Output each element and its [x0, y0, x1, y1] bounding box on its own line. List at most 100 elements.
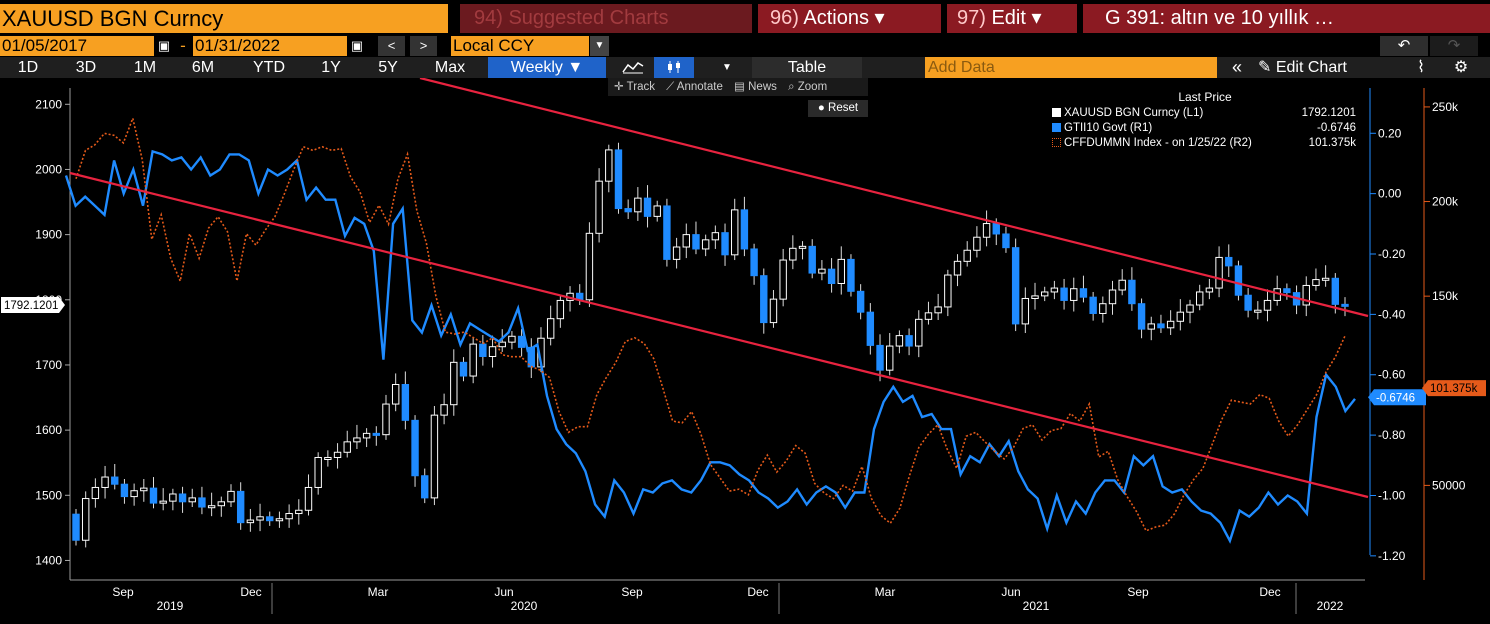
cftc-last-tag: 101.375k — [1422, 380, 1486, 397]
candle-down — [692, 234, 700, 250]
candle-up — [1263, 299, 1272, 311]
candle-up — [944, 274, 952, 308]
calendar-icon[interactable]: ▣ — [350, 38, 364, 53]
candle-up — [1302, 284, 1310, 306]
x-month-label: Jun — [494, 585, 513, 599]
cftc-series-line — [75, 115, 1346, 532]
x-month-label: Sep — [1127, 585, 1149, 599]
line-chart-icon[interactable] — [616, 57, 650, 78]
cftc-last-tag-text: 101.375k — [1430, 383, 1478, 395]
candle-down — [266, 516, 274, 522]
chevron-down-icon[interactable]: ▼ — [590, 36, 609, 56]
candle-up — [508, 335, 516, 343]
news-icon[interactable]: ▤ — [734, 81, 745, 93]
chart-type-dropdown-icon[interactable]: ▼ — [722, 62, 732, 73]
candle-up — [953, 260, 962, 276]
next-period-button[interactable]: > — [410, 36, 437, 56]
candle-down — [479, 343, 487, 357]
period-ytd[interactable]: YTD — [253, 59, 285, 76]
candle-up — [353, 437, 361, 443]
left-tick-label: 1500 — [35, 488, 62, 502]
period-1d[interactable]: 1D — [17, 59, 39, 76]
legend-row-cftc[interactable]: CFFDUMMN Index - on 1/25/22 (R2) 101.375k — [1052, 136, 1358, 151]
redo-icon[interactable]: ↷ — [1430, 36, 1478, 56]
upper-trendline[interactable] — [419, 78, 1369, 318]
period-3d[interactable]: 3D — [75, 59, 97, 76]
price-chart[interactable]: 14001500160017001800190020002100 0.200.0… — [0, 78, 1490, 624]
legend-value: 1792.1201 — [1301, 107, 1356, 119]
candle-down — [614, 149, 623, 210]
candle-down — [1157, 323, 1165, 329]
candle-up — [556, 299, 565, 320]
period-6m[interactable]: 6M — [191, 59, 215, 76]
gear-icon[interactable]: ⚙ — [1453, 59, 1469, 76]
yield-last-tag: -0.6746 — [1368, 389, 1426, 406]
candle-down — [721, 232, 729, 256]
actions-menu[interactable]: 96) Actions ▾ — [758, 4, 941, 33]
candle-down — [236, 490, 245, 524]
edit-chart-label: Edit Chart — [1275, 59, 1347, 76]
candle-up — [1254, 309, 1262, 313]
reset-icon: ● — [817, 102, 825, 114]
candle-up — [963, 249, 971, 262]
annotate-button[interactable]: Annotate — [676, 81, 723, 93]
candle-down — [198, 497, 206, 508]
reset-button[interactable]: ● Reset — [808, 100, 868, 117]
crosshair-icon[interactable]: ✛ — [614, 81, 624, 93]
legend-label: CFFDUMMN Index - on 1/25/22 (R2) — [1064, 137, 1252, 149]
security-text: XAUUSD BGN Curncy — [2, 6, 224, 31]
candlestick-icon[interactable] — [654, 57, 694, 78]
candle-up — [1176, 311, 1185, 322]
chart-title[interactable]: G 391: altın ve 10 yıllık … — [1083, 4, 1490, 33]
legend-row-yield[interactable]: GTII10 Govt (R1) -0.6746 — [1052, 121, 1358, 136]
suggested-charts-button[interactable]: 94) Suggested Charts — [460, 4, 752, 33]
table-button[interactable]: Table — [752, 57, 862, 78]
right1-tick-label: -1.20 — [1378, 549, 1406, 563]
candle-up — [227, 490, 235, 503]
left-tick-label: 2100 — [35, 97, 62, 111]
candle-up — [1321, 277, 1330, 281]
legend-row-gold[interactable]: XAUUSD BGN Curncy (L1) 1792.1201 — [1052, 106, 1358, 121]
track-button[interactable]: Track — [626, 81, 655, 93]
prev-period-button[interactable]: < — [378, 36, 405, 56]
news-button[interactable]: News — [748, 81, 777, 93]
candle-down — [1128, 279, 1136, 305]
period-5y[interactable]: 5Y — [378, 59, 398, 76]
add-data-input[interactable]: Add Data — [925, 57, 1217, 78]
period-1m[interactable]: 1M — [133, 59, 157, 76]
currency-text: Local CCY — [453, 36, 535, 55]
zoom-icon[interactable]: ⌕ — [788, 81, 795, 93]
gold-swatch — [1052, 108, 1061, 117]
left-tick-label: 1600 — [35, 423, 62, 437]
annotate-icon[interactable]: ⟋ — [666, 81, 675, 93]
start-date-field[interactable]: 01/05/2017 — [0, 36, 154, 56]
right2-tick-label: 200k — [1432, 195, 1459, 209]
frequency-select[interactable]: Weekly ▼ — [488, 57, 606, 78]
currency-select[interactable]: Local CCY — [451, 36, 589, 56]
right1-tick-label: 0.00 — [1378, 187, 1402, 201]
candle-up — [1147, 323, 1155, 330]
collapse-icon[interactable]: « — [1231, 57, 1242, 77]
candle-down — [856, 290, 865, 313]
end-date-field[interactable]: 01/31/2022 — [193, 36, 347, 56]
candle-down — [663, 205, 671, 260]
edit-menu[interactable]: 97) Edit ▾ — [947, 4, 1077, 33]
legend-value: -0.6746 — [1316, 122, 1356, 134]
candle-down — [411, 419, 419, 477]
annotation-tools-icon[interactable]: ⌇ — [1417, 59, 1425, 76]
candle-up — [1070, 288, 1078, 301]
period-1y[interactable]: 1Y — [321, 59, 341, 76]
candle-up — [605, 149, 613, 182]
calendar-icon[interactable]: ▣ — [157, 38, 171, 53]
lower-trendline[interactable] — [69, 171, 1369, 499]
period-max[interactable]: Max — [434, 59, 466, 76]
candle-up — [498, 341, 506, 348]
right1-tick-label: -0.20 — [1378, 247, 1406, 261]
security-field[interactable]: XAUUSD BGN Curncy — [0, 4, 448, 33]
undo-icon[interactable]: ↶ — [1380, 36, 1428, 56]
candle-down — [178, 493, 187, 503]
candle-down — [1331, 277, 1340, 305]
zoom-button[interactable]: Zoom — [797, 81, 828, 93]
x-year-label: 2021 — [1023, 599, 1050, 613]
edit-chart-button[interactable]: ✎ Edit Chart — [1258, 57, 1398, 78]
